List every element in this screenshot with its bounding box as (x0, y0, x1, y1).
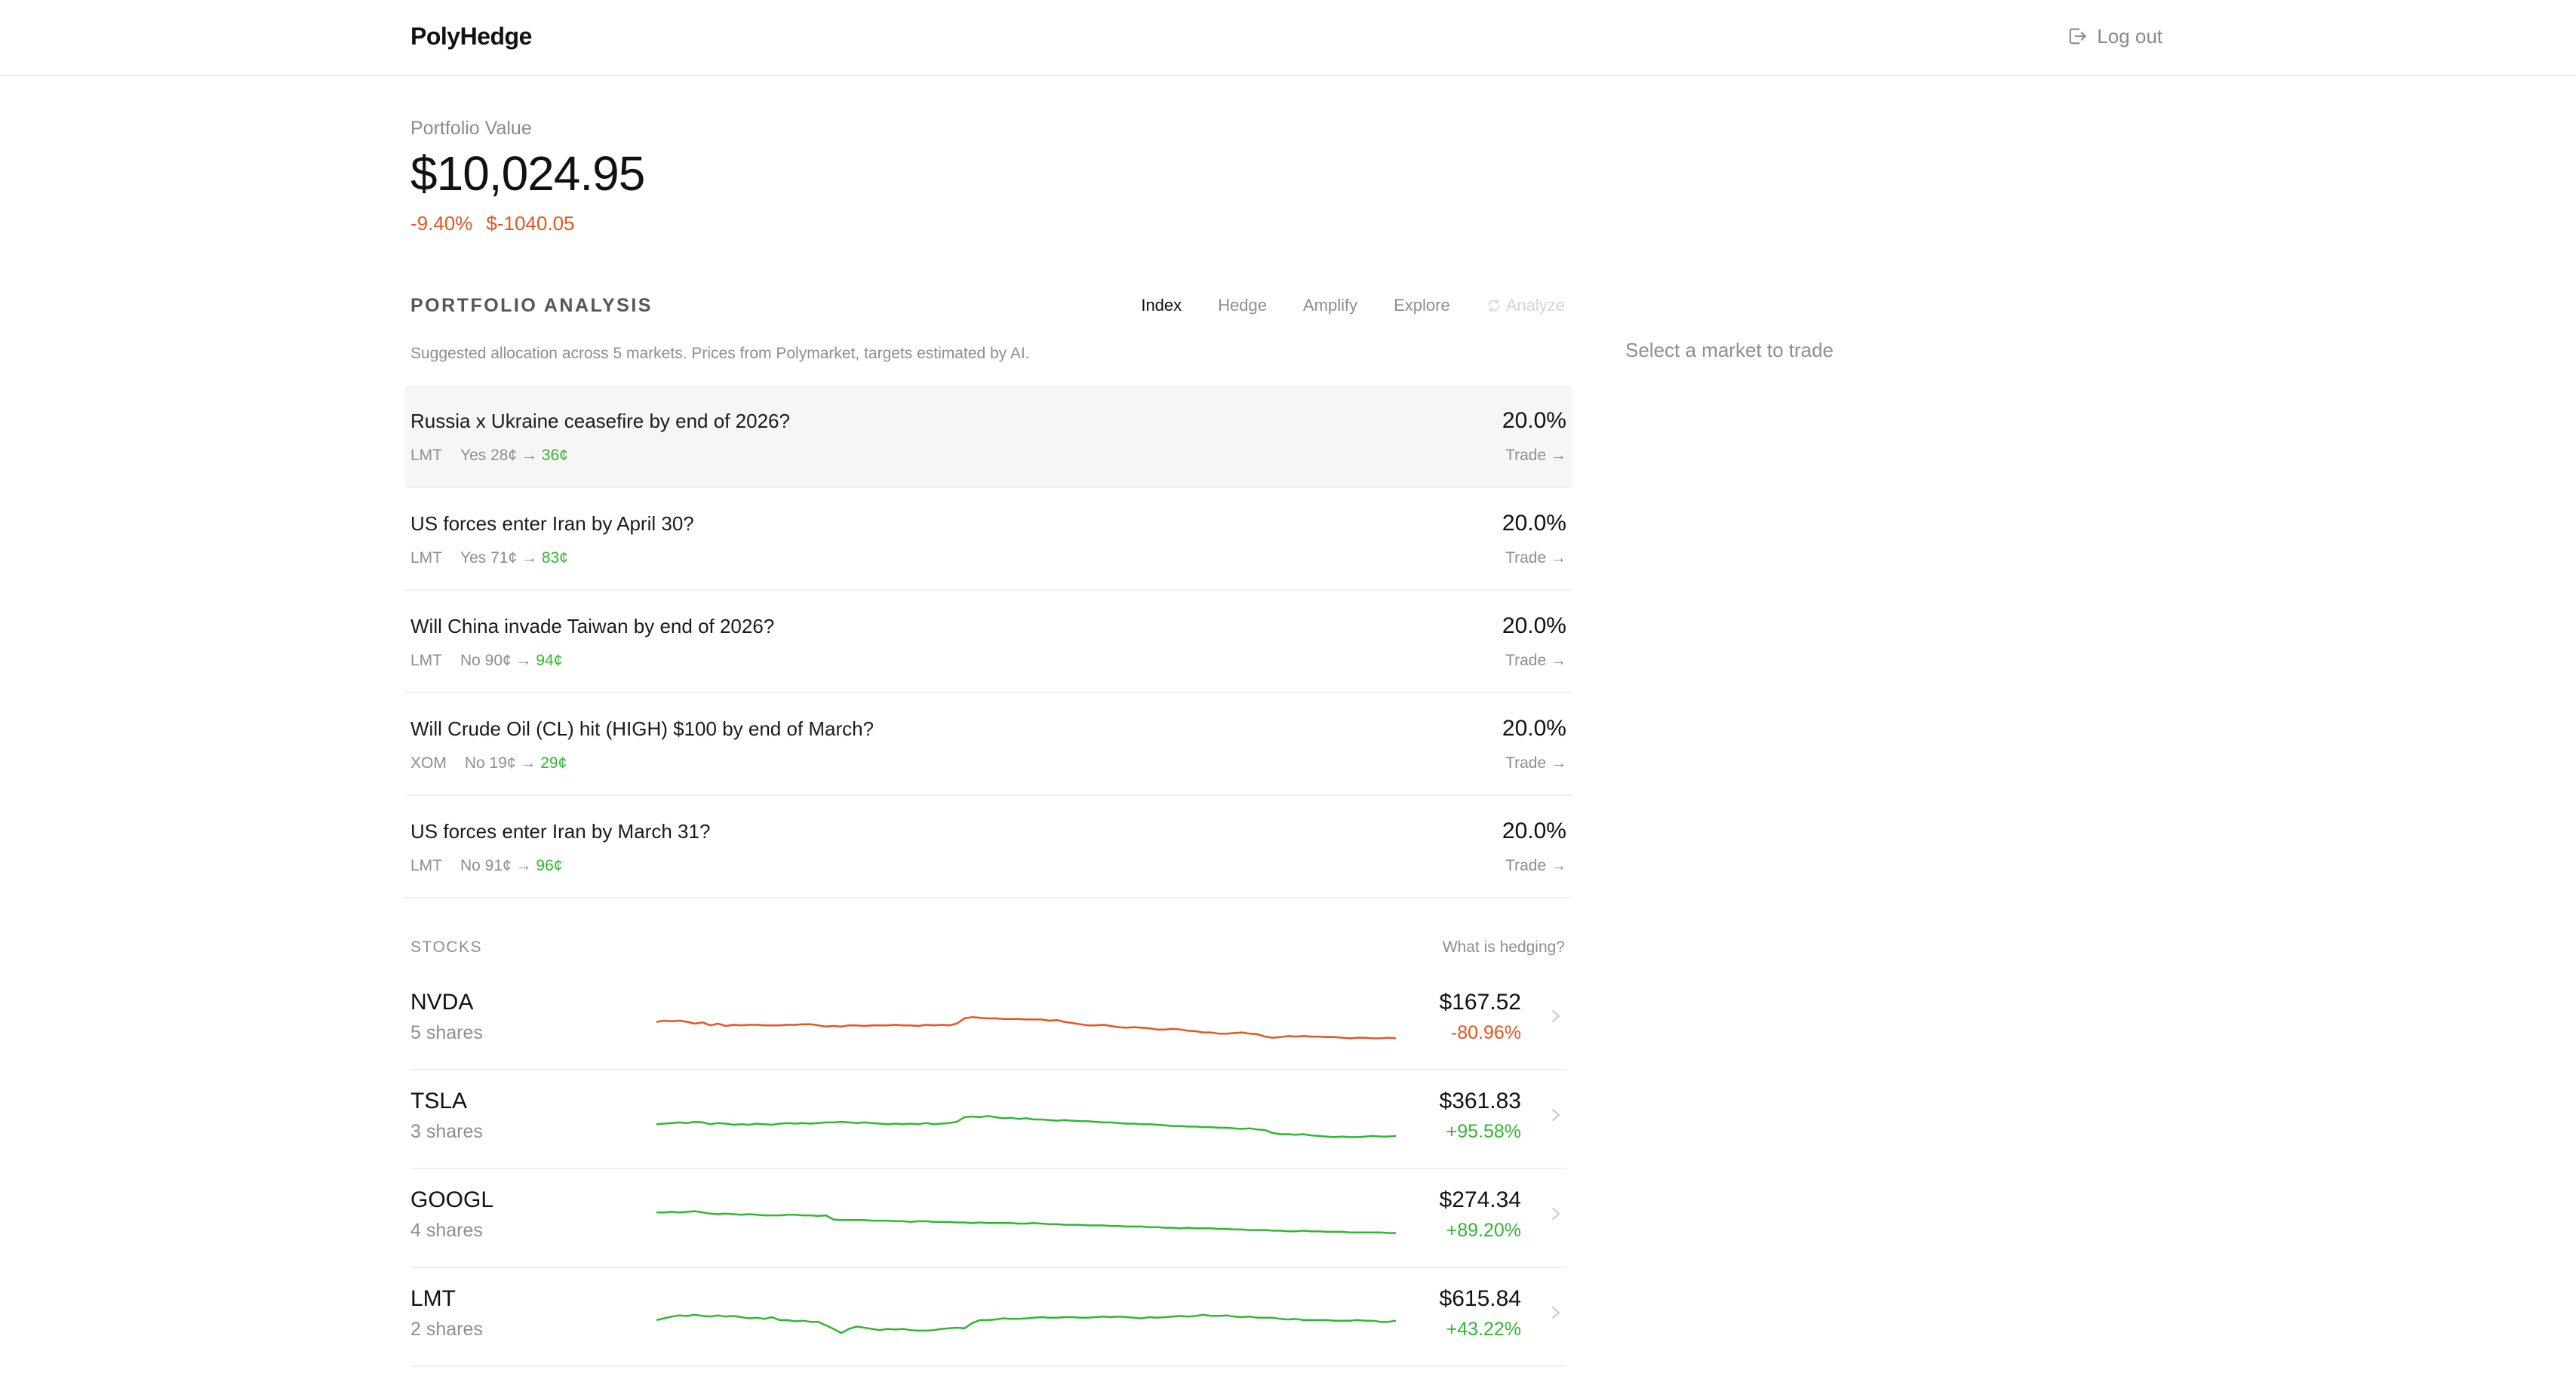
stock-change: +43.22% (1446, 1319, 1521, 1340)
chevron-right-icon (1552, 1010, 1560, 1022)
market-ticker: LMT (410, 549, 442, 567)
market-meta: LMT Yes 71¢ → 83¢ (410, 547, 568, 570)
trade-link[interactable]: Trade → (1505, 549, 1566, 567)
stock-price: $167.52 (1439, 990, 1521, 1015)
stock-row[interactable]: LMT 2 shares $615.84 +43.22% (410, 1268, 1566, 1367)
market-row[interactable]: Will Crude Oil (CL) hit (HIGH) $100 by e… (404, 693, 1572, 796)
market-allocation: 20.0% (1502, 613, 1566, 638)
stock-row[interactable]: NVDA 5 shares $167.52 -80.96% (410, 972, 1566, 1070)
chevron-right-icon (1552, 1307, 1560, 1319)
portfolio-change-percent: -9.40% (410, 212, 473, 235)
stock-price: $361.83 (1439, 1089, 1521, 1113)
market-row[interactable]: Will China invade Taiwan by end of 2026?… (404, 591, 1572, 693)
stock-price: $274.34 (1439, 1187, 1521, 1212)
stock-shares: 4 shares (410, 1220, 483, 1241)
stock-ticker: NVDA (410, 990, 474, 1015)
sparkline-path (656, 1016, 1396, 1040)
portfolio-change-amount: $-1040.05 (486, 212, 575, 235)
trade-link[interactable]: Trade → (1505, 652, 1566, 669)
market-question: US forces enter Iran by April 30? (410, 512, 694, 535)
analysis-tabs: Index Hedge Amplify Explore Analyze (1141, 293, 1565, 318)
market-meta: XOM No 19¢ → 29¢ (410, 752, 567, 775)
market-price: No 91¢ → 96¢ (460, 857, 563, 874)
market-row[interactable]: Russia x Ukraine ceasefire by end of 202… (404, 385, 1572, 488)
market-target: 36¢ (541, 447, 568, 464)
analysis-description: Suggested allocation across 5 markets. P… (410, 345, 1030, 362)
portfolio-change: -9.40% $-1040.05 (410, 210, 575, 236)
trade-panel-hint: Select a market to trade (1625, 339, 1834, 361)
market-target: 96¢ (536, 857, 563, 874)
market-allocation: 20.0% (1502, 511, 1566, 536)
stock-change: -80.96% (1450, 1022, 1521, 1043)
top-bar: PolyHedge Log out (0, 0, 2576, 76)
stock-price: $615.84 (1439, 1286, 1521, 1311)
market-row[interactable]: US forces enter Iran by March 31? LMT No… (404, 796, 1572, 898)
trade-link[interactable]: Trade → (1505, 447, 1566, 464)
chevron-right-icon (1552, 1208, 1560, 1220)
market-allocation: 20.0% (1502, 408, 1566, 433)
market-meta: LMT No 90¢ → 94¢ (410, 650, 562, 672)
stock-ticker: GOOGL (410, 1187, 494, 1212)
market-ticker: LMT (410, 652, 442, 669)
trade-link[interactable]: Trade → (1505, 754, 1566, 772)
stock-row[interactable]: GOOGL 4 shares $274.34 +89.20% (410, 1169, 1566, 1268)
stock-sparkline (656, 1115, 1396, 1138)
market-allocation: 20.0% (1502, 716, 1566, 741)
stock-change: +95.58% (1446, 1121, 1521, 1142)
portfolio-value: $10,024.95 (410, 146, 645, 201)
market-list: Russia x Ukraine ceasefire by end of 202… (404, 385, 1572, 898)
stock-row[interactable]: TSLA 3 shares $361.83 +95.58% (410, 1070, 1566, 1169)
logout-label: Log out (2097, 25, 2163, 48)
sparkline-path (656, 1115, 1396, 1138)
market-price: Yes 71¢ → 83¢ (460, 549, 568, 567)
tab-index[interactable]: Index (1141, 296, 1182, 315)
tab-hedge[interactable]: Hedge (1218, 296, 1267, 315)
stock-sparkline (656, 1313, 1396, 1334)
market-ticker: XOM (410, 754, 447, 772)
market-question: Will Crude Oil (CL) hit (HIGH) $100 by e… (410, 717, 875, 740)
tab-explore[interactable]: Explore (1394, 296, 1450, 315)
stock-list: NVDA 5 shares $167.52 -80.96% TSLA 3 sha… (410, 972, 1566, 1367)
market-target: 94¢ (536, 652, 563, 669)
market-allocation: 20.0% (1502, 818, 1566, 843)
brand-logo[interactable]: PolyHedge (410, 23, 532, 50)
market-ticker: LMT (410, 857, 442, 874)
market-price: No 19¢ → 29¢ (464, 754, 567, 772)
market-ticker: LMT (410, 447, 442, 464)
market-target: 29¢ (540, 754, 567, 772)
stock-ticker: LMT (410, 1286, 456, 1311)
stock-shares: 2 shares (410, 1319, 483, 1340)
logout-icon (2069, 28, 2086, 45)
market-row[interactable]: US forces enter Iran by April 30? LMT Ye… (404, 488, 1572, 591)
sparkline-path (656, 1210, 1396, 1234)
market-question: US forces enter Iran by March 31? (410, 820, 711, 843)
market-price: Yes 28¢ → 36¢ (460, 447, 568, 464)
what-is-hedging-link[interactable]: What is hedging? (1442, 938, 1565, 956)
market-meta: LMT No 91¢ → 96¢ (410, 855, 562, 877)
analyze-label: Analyze (1505, 296, 1565, 315)
chevron-right-icon (1552, 1109, 1560, 1121)
stock-ticker: TSLA (410, 1089, 468, 1113)
market-question: Will China invade Taiwan by end of 2026? (410, 615, 775, 637)
market-price: No 90¢ → 94¢ (460, 652, 563, 669)
stock-shares: 5 shares (410, 1022, 483, 1043)
stock-sparkline (656, 1210, 1396, 1234)
sparkline-path (656, 1313, 1396, 1334)
trade-link[interactable]: Trade → (1505, 857, 1566, 874)
portfolio-analysis-title: PORTFOLIO ANALYSIS (410, 295, 653, 316)
stocks-section-title: STOCKS (410, 938, 482, 956)
stock-shares: 3 shares (410, 1121, 483, 1142)
tab-amplify[interactable]: Amplify (1303, 296, 1358, 315)
stock-change: +89.20% (1446, 1220, 1521, 1241)
stock-sparkline (656, 1016, 1396, 1040)
logout-button[interactable]: Log out (2067, 23, 2163, 50)
market-meta: LMT Yes 28¢ → 36¢ (410, 444, 568, 467)
market-question: Russia x Ukraine ceasefire by end of 202… (410, 410, 790, 432)
refresh-icon (1488, 299, 1500, 312)
analyze-button[interactable]: Analyze (1486, 293, 1565, 318)
market-target: 83¢ (541, 549, 568, 567)
portfolio-value-label: Portfolio Value (410, 118, 532, 139)
